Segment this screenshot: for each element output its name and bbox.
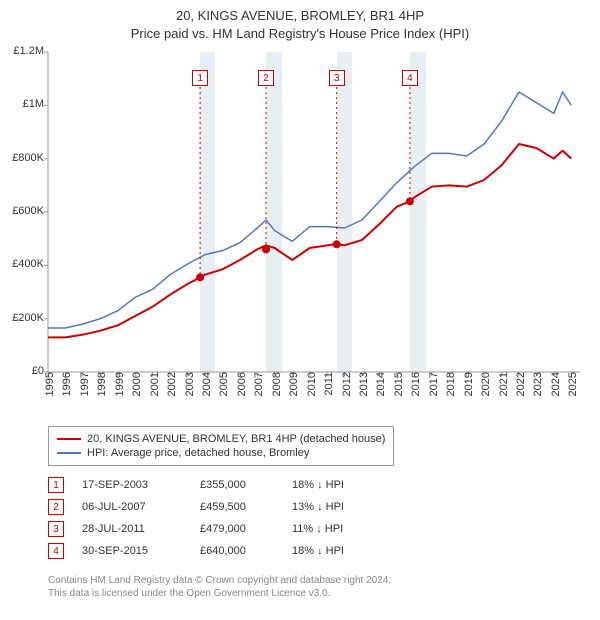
x-tick-label: 1999 [110, 372, 126, 396]
y-tick-label: £600K [12, 205, 48, 217]
table-price: £459,500 [200, 501, 292, 513]
x-tick-label: 2019 [459, 372, 475, 396]
series-property [48, 144, 571, 337]
x-tick-label: 2011 [319, 372, 335, 396]
sale-point [262, 245, 270, 253]
sale-marker: 3 [329, 70, 345, 86]
table-row: 2 06-JUL-2007£459,50013% ↓ HPI [48, 496, 344, 518]
table-row: 3 28-JUL-2011£479,00011% ↓ HPI [48, 518, 344, 540]
footer-line1: Contains HM Land Registry data © Crown c… [48, 574, 391, 587]
x-tick-label: 2021 [494, 372, 510, 396]
table-date: 28-JUL-2011 [82, 523, 200, 535]
chart-title-line2: Price paid vs. HM Land Registry's House … [0, 26, 600, 41]
table-price: £355,000 [200, 479, 292, 491]
table-date: 30-SEP-2015 [82, 545, 200, 557]
x-tick-label: 2005 [214, 372, 230, 396]
x-tick-label: 1995 [40, 372, 56, 396]
sale-marker: 4 [402, 70, 418, 86]
x-tick-label: 2020 [476, 372, 492, 396]
x-tick-label: 1996 [57, 372, 73, 396]
table-delta: 18% ↓ HPI [292, 479, 344, 491]
y-tick-label: £200K [12, 312, 48, 324]
x-tick-label: 2022 [511, 372, 527, 396]
x-tick-label: 2012 [337, 372, 353, 396]
footer-attribution: Contains HM Land Registry data © Crown c… [48, 574, 391, 600]
x-tick-label: 2016 [406, 372, 422, 396]
x-tick-label: 2013 [354, 372, 370, 396]
table-date: 17-SEP-2003 [82, 479, 200, 491]
x-tick-label: 2001 [145, 372, 161, 396]
x-tick-label: 2008 [267, 372, 283, 396]
table-price: £479,000 [200, 523, 292, 535]
table-row: 1 17-SEP-2003£355,00018% ↓ HPI [48, 474, 344, 496]
x-tick-label: 2018 [441, 372, 457, 396]
table-marker: 2 [48, 499, 64, 515]
sale-point [196, 273, 204, 281]
table-price: £640,000 [200, 545, 292, 557]
series-hpi [48, 92, 571, 328]
table-date: 06-JUL-2007 [82, 501, 200, 513]
y-tick-label: £800K [12, 152, 48, 164]
x-tick-label: 2006 [232, 372, 248, 396]
x-tick-label: 2024 [546, 372, 562, 396]
sale-marker: 1 [192, 70, 208, 86]
y-tick-label: £1M [23, 98, 48, 110]
x-tick-label: 2015 [389, 372, 405, 396]
x-tick-label: 2000 [127, 372, 143, 396]
sales-table: 117-SEP-2003£355,00018% ↓ HPI206-JUL-200… [48, 474, 344, 562]
x-tick-label: 2025 [563, 372, 579, 396]
legend-swatch [57, 438, 81, 440]
x-tick-label: 2002 [162, 372, 178, 396]
footer-line2: This data is licensed under the Open Gov… [48, 587, 391, 600]
sale-marker: 2 [258, 70, 274, 86]
x-tick-label: 2014 [371, 372, 387, 396]
legend-label: HPI: Average price, detached house, Brom… [87, 447, 309, 459]
legend-swatch [57, 452, 81, 454]
plot-svg [48, 52, 580, 372]
plot-area: £0£200K£400K£600K£800K£1M£1.2M1995199619… [48, 52, 580, 372]
sale-point [406, 197, 414, 205]
chart-title-line1: 20, KINGS AVENUE, BROMLEY, BR1 4HP [0, 8, 600, 23]
x-tick-label: 1997 [75, 372, 91, 396]
y-tick-label: £400K [12, 258, 48, 270]
table-delta: 11% ↓ HPI [292, 523, 343, 535]
table-marker: 4 [48, 543, 64, 559]
x-tick-label: 2007 [249, 372, 265, 396]
table-marker: 1 [48, 477, 64, 493]
x-tick-label: 2017 [424, 372, 440, 396]
sale-point [333, 240, 341, 248]
x-tick-label: 2009 [284, 372, 300, 396]
x-tick-label: 2003 [180, 372, 196, 396]
legend-label: 20, KINGS AVENUE, BROMLEY, BR1 4HP (deta… [87, 433, 385, 445]
x-tick-label: 2004 [197, 372, 213, 396]
y-tick-label: £1.2M [13, 45, 48, 57]
legend-row: HPI: Average price, detached house, Brom… [57, 447, 385, 459]
x-tick-label: 2010 [302, 372, 318, 396]
legend-row: 20, KINGS AVENUE, BROMLEY, BR1 4HP (deta… [57, 433, 385, 445]
table-marker: 3 [48, 521, 64, 537]
table-row: 4 30-SEP-2015£640,00018% ↓ HPI [48, 540, 344, 562]
chart-page: { "title_line1": "20, KINGS AVENUE, BROM… [0, 0, 600, 620]
table-delta: 18% ↓ HPI [292, 545, 344, 557]
table-delta: 13% ↓ HPI [292, 501, 344, 513]
legend: 20, KINGS AVENUE, BROMLEY, BR1 4HP (deta… [48, 426, 394, 466]
x-tick-label: 1998 [92, 372, 108, 396]
x-tick-label: 2023 [528, 372, 544, 396]
